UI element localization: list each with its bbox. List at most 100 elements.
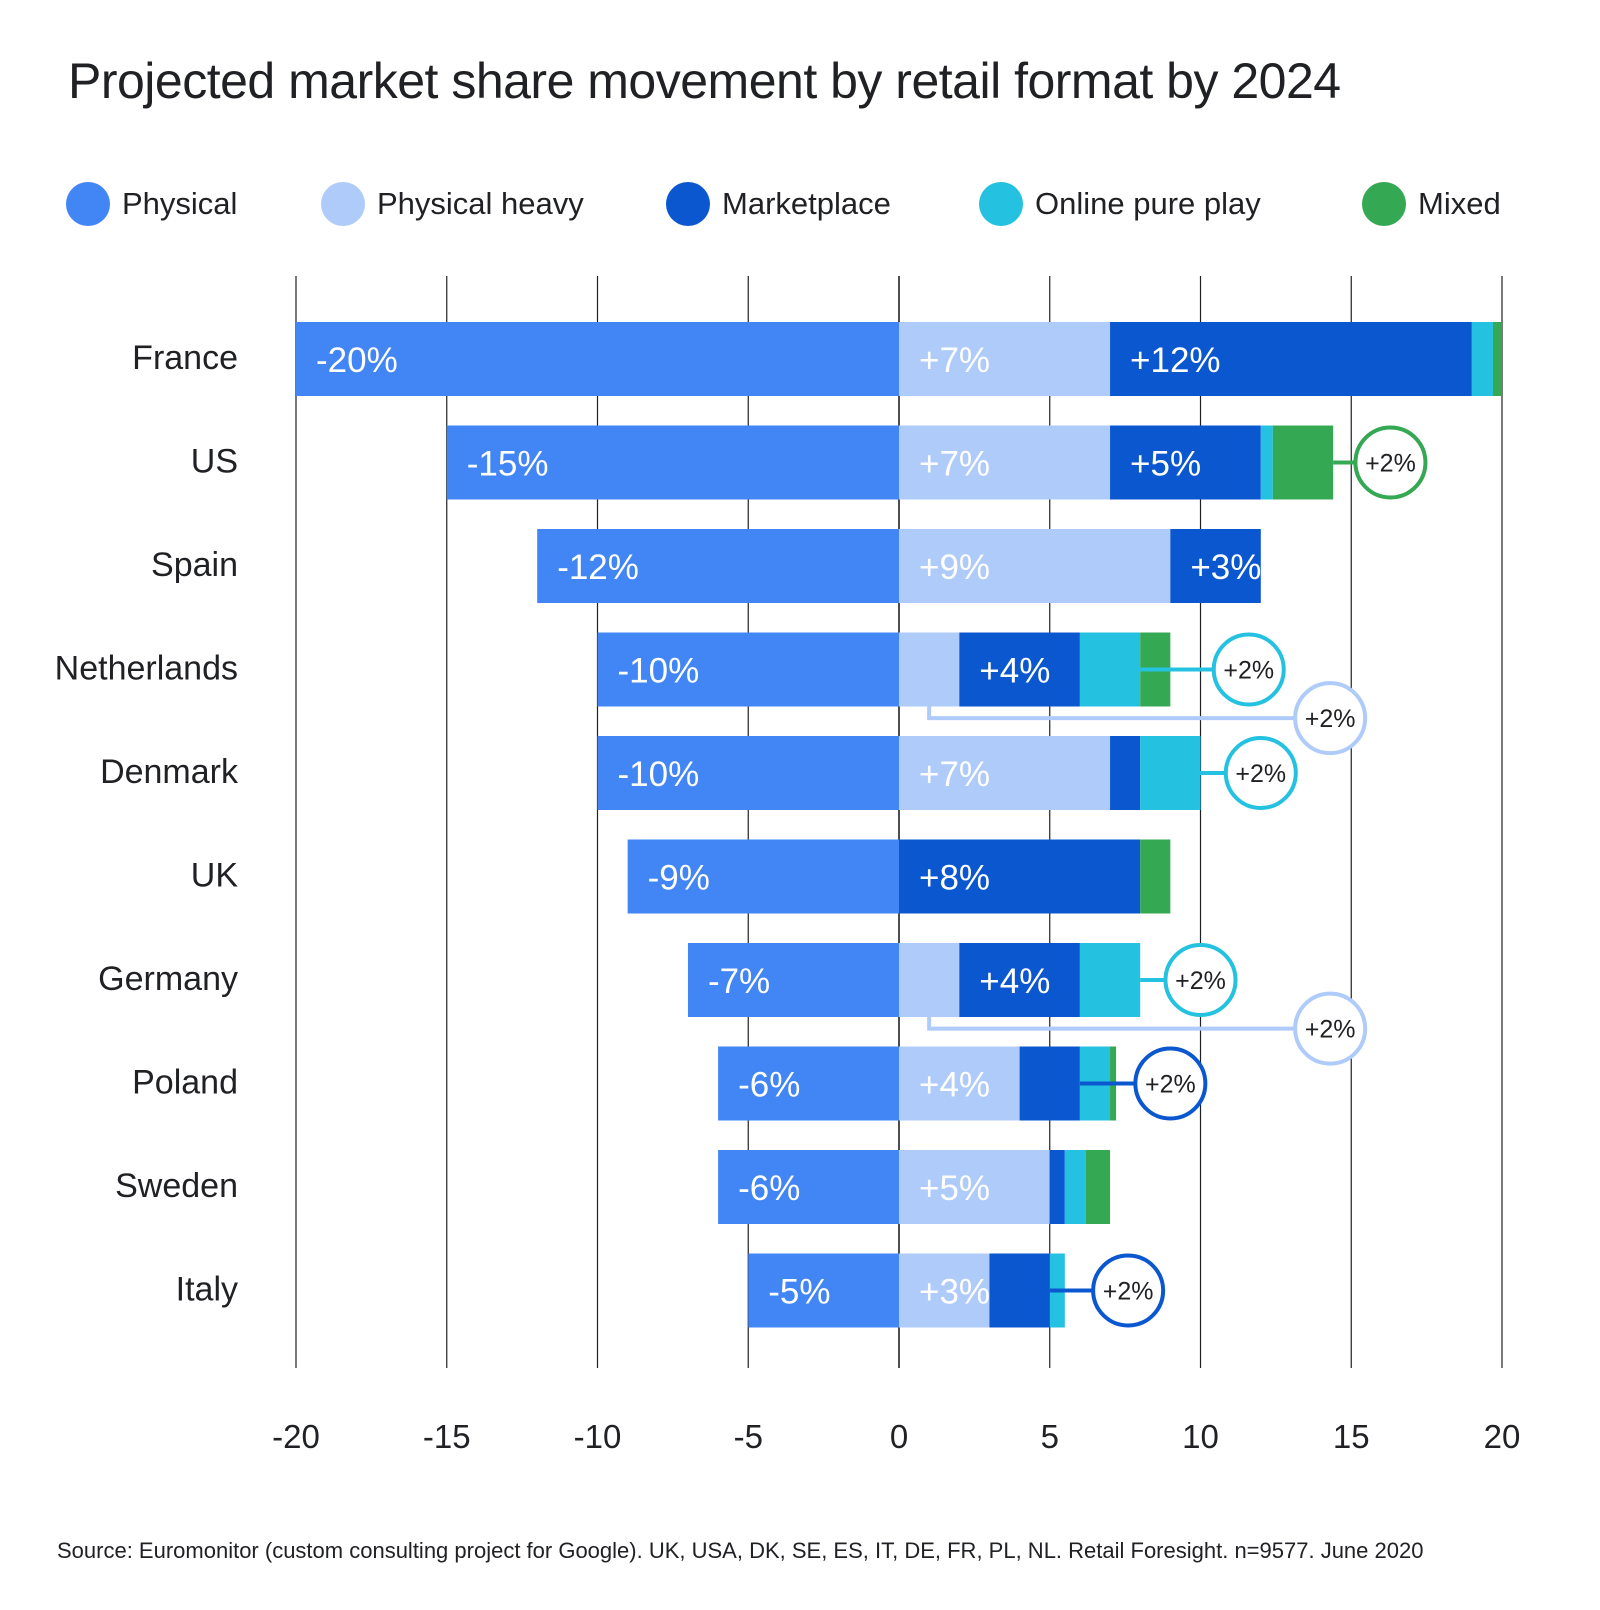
data-label-physical-spain: -12% bbox=[557, 548, 639, 587]
legend-item-physical-heavy: Physical heavy bbox=[321, 180, 584, 228]
callout-marketplace-italy-circle bbox=[1091, 1253, 1166, 1328]
legend-item-online-pure-play: Online pure play bbox=[979, 180, 1261, 228]
bar-physical-denmark bbox=[597, 736, 899, 810]
bar-mixed-france bbox=[1492, 322, 1502, 396]
bar-physical-heavy-netherlands bbox=[899, 632, 960, 707]
bar-mixed-sweden bbox=[1085, 1150, 1111, 1224]
bar-marketplace-poland bbox=[1019, 1046, 1080, 1121]
callout-physical-heavy-netherlands-label: +2% bbox=[1305, 705, 1356, 733]
bar-physical-germany bbox=[687, 943, 899, 1017]
callout-online-pure-play-denmark-label: +2% bbox=[1235, 760, 1286, 788]
bar-marketplace-us bbox=[1110, 425, 1261, 500]
legend-item-mixed: Mixed bbox=[1362, 180, 1501, 228]
data-label-physical-heavy-poland: +4% bbox=[919, 1066, 990, 1105]
bar-physical-italy bbox=[748, 1253, 899, 1328]
bar-online-pure-play-france bbox=[1471, 322, 1493, 396]
callout-physical-heavy-germany-connector bbox=[927, 1017, 1296, 1031]
callout-marketplace-poland-label: +2% bbox=[1145, 1071, 1196, 1099]
bar-physical-sweden bbox=[718, 1150, 899, 1224]
bar-physical-heavy-poland bbox=[899, 1046, 1020, 1121]
legend-item-marketplace: Marketplace bbox=[666, 180, 891, 228]
data-label-physical-italy: -5% bbox=[768, 1273, 830, 1312]
callout-marketplace-poland-circle bbox=[1133, 1046, 1208, 1121]
bar-physical-netherlands bbox=[597, 632, 899, 707]
x-tick-label-10: 10 bbox=[1182, 1418, 1219, 1455]
callout-online-pure-play-germany-label: +2% bbox=[1175, 967, 1226, 995]
data-label-marketplace-netherlands: +4% bbox=[979, 652, 1050, 691]
bar-marketplace-france bbox=[1110, 322, 1472, 396]
bar-physical-uk bbox=[627, 839, 899, 914]
data-label-physical-heavy-sweden: +5% bbox=[919, 1169, 990, 1208]
legend-label-physical: Physical bbox=[122, 186, 238, 221]
source-note: Source: Euromonitor (custom consulting p… bbox=[57, 1538, 1424, 1563]
legend-label-mixed: Mixed bbox=[1418, 186, 1501, 221]
data-label-physical-denmark: -10% bbox=[618, 755, 700, 794]
data-label-physical-heavy-france: +7% bbox=[919, 341, 990, 380]
bar-marketplace-spain bbox=[1170, 529, 1261, 603]
data-label-marketplace-spain: +3% bbox=[1190, 548, 1261, 587]
legend-label-marketplace: Marketplace bbox=[722, 186, 891, 221]
bar-physical-heavy-germany bbox=[899, 943, 960, 1017]
bar-physical-heavy-france bbox=[899, 322, 1111, 396]
bar-physical-heavy-sweden bbox=[899, 1150, 1050, 1224]
data-label-physical-france: -20% bbox=[316, 341, 398, 380]
data-label-physical-heavy-us: +7% bbox=[919, 445, 990, 484]
callout-physical-heavy-germany-label: +2% bbox=[1305, 1016, 1356, 1044]
bar-physical-spain bbox=[537, 529, 899, 603]
data-label-physical-germany: -7% bbox=[708, 962, 770, 1001]
bar-marketplace-uk bbox=[899, 839, 1141, 914]
bar-physical-heavy-us bbox=[899, 425, 1111, 500]
data-label-physical-us: -15% bbox=[467, 445, 549, 484]
bar-marketplace-sweden bbox=[1049, 1150, 1065, 1224]
category-label-uk: UK bbox=[191, 857, 239, 895]
category-label-sweden: Sweden bbox=[115, 1167, 238, 1205]
callout-online-pure-play-denmark-circle bbox=[1223, 736, 1298, 810]
bar-physical-france bbox=[296, 322, 899, 396]
callout-mixed-us-circle bbox=[1353, 425, 1428, 500]
chart-title: Projected market share movement by retai… bbox=[68, 53, 1341, 109]
bar-marketplace-italy bbox=[989, 1253, 1050, 1328]
data-label-physical-uk: -9% bbox=[648, 859, 710, 898]
legend-label-online-pure-play: Online pure play bbox=[1035, 186, 1261, 221]
bar-marketplace-denmark bbox=[1110, 736, 1141, 810]
category-label-italy: Italy bbox=[176, 1271, 238, 1309]
data-label-physical-netherlands: -10% bbox=[618, 652, 700, 691]
x-tick-label-15: -15 bbox=[423, 1418, 471, 1455]
callout-marketplace-italy-label: +2% bbox=[1103, 1278, 1154, 1306]
legend-swatch-physical bbox=[66, 182, 110, 226]
callout-online-pure-play-germany-circle bbox=[1163, 943, 1238, 1017]
bar-physical-us bbox=[446, 425, 899, 500]
legend-swatch-mixed bbox=[1362, 182, 1406, 226]
bar-online-pure-play-netherlands bbox=[1079, 632, 1141, 707]
x-tick-label-20: 20 bbox=[1484, 1418, 1521, 1455]
bar-online-pure-play-denmark bbox=[1140, 736, 1201, 810]
legend: Physical Physical heavy Marketplace Onli… bbox=[66, 180, 1556, 228]
bar-marketplace-germany bbox=[959, 943, 1080, 1017]
bar-online-pure-play-us bbox=[1260, 425, 1273, 500]
bar-marketplace-netherlands bbox=[959, 632, 1080, 707]
bar-physical-poland bbox=[718, 1046, 899, 1121]
category-label-denmark: Denmark bbox=[100, 753, 239, 791]
callout-online-pure-play-netherlands-label: +2% bbox=[1223, 657, 1274, 685]
data-label-physical-poland: -6% bbox=[738, 1066, 800, 1105]
x-tick-label-0: 0 bbox=[890, 1418, 908, 1455]
x-tick-label-15: 15 bbox=[1333, 1418, 1370, 1455]
legend-item-physical: Physical bbox=[66, 180, 237, 228]
legend-swatch-marketplace bbox=[666, 182, 710, 226]
x-tick-label-5: 5 bbox=[1041, 1418, 1059, 1455]
legend-swatch-online-pure-play bbox=[979, 182, 1023, 226]
bar-online-pure-play-sweden bbox=[1064, 1150, 1086, 1224]
category-label-poland: Poland bbox=[132, 1064, 238, 1102]
data-label-physical-sweden: -6% bbox=[738, 1169, 800, 1208]
x-tick-label-10: -10 bbox=[574, 1418, 622, 1455]
data-label-physical-heavy-italy: +3% bbox=[919, 1273, 990, 1312]
category-label-germany: Germany bbox=[98, 960, 238, 998]
data-label-marketplace-us: +5% bbox=[1130, 445, 1201, 484]
bar-physical-heavy-italy bbox=[899, 1253, 990, 1328]
category-label-us: US bbox=[191, 443, 238, 481]
callout-online-pure-play-netherlands-circle bbox=[1211, 632, 1286, 707]
callout-mixed-us-label: +2% bbox=[1365, 450, 1416, 478]
bar-online-pure-play-germany bbox=[1079, 943, 1141, 1017]
